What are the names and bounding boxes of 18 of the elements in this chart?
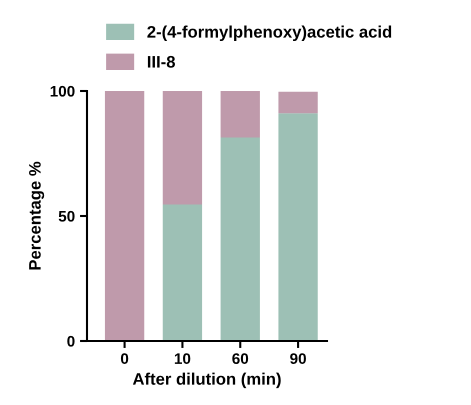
x-axis-title: After dilution (min) [132,372,281,388]
y-tick-label: 50 [58,210,75,222]
bar [278,113,318,341]
y-tick-label: 0 [67,336,75,347]
bar [220,138,260,341]
bar [104,91,144,341]
x-tick-label: 10 [174,353,190,364]
legend-label: III-8 [148,56,175,68]
x-tick-label: 60 [232,353,248,364]
bar [220,91,260,138]
legend-label: 2-(4-formylphenoxy)acetic acid [147,26,392,42]
x-tick-label: 90 [290,353,306,364]
y-tick-label: 100 [50,86,75,97]
y-axis-title: Percentage % [29,162,44,270]
bar [278,92,318,114]
bar [162,204,202,341]
x-tick-label: 0 [120,353,128,364]
bar [162,91,202,204]
